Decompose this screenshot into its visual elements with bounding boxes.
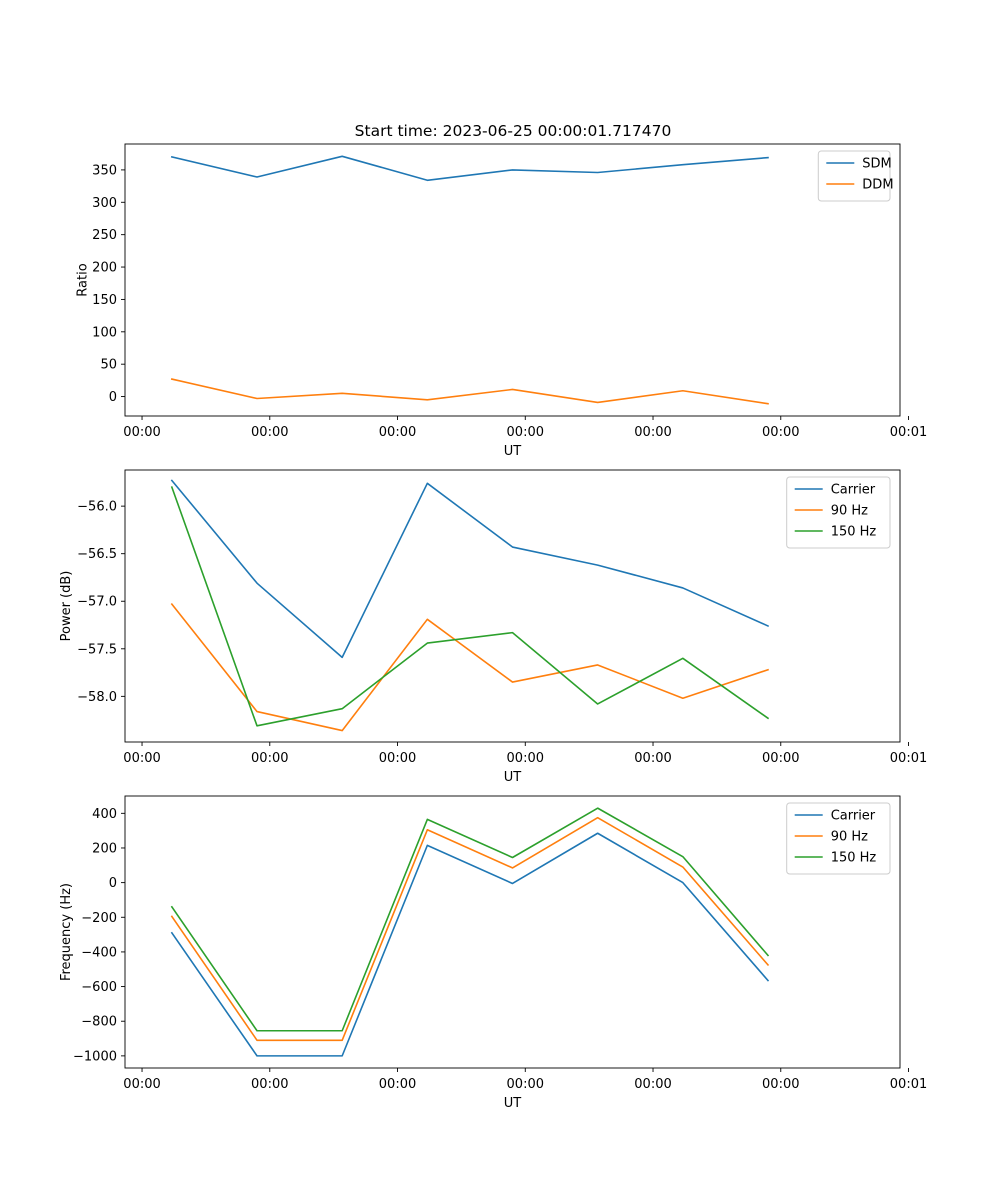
x-axis-label: UT	[504, 1096, 522, 1111]
y-tick-label: −57.0	[77, 595, 117, 610]
y-axis-label: Frequency (Hz)	[59, 883, 74, 981]
y-axis-label: Power (dB)	[59, 571, 74, 642]
series-line-ddm	[170, 378, 769, 405]
x-tick-label: 00:01	[890, 751, 927, 766]
y-axis-label: Ratio	[75, 263, 90, 296]
y-tick-label: −200	[81, 911, 117, 926]
series-line-90-hz	[170, 816, 770, 1042]
legend-label: 90 Hz	[831, 504, 868, 519]
x-tick-label: 00:00	[507, 751, 544, 766]
x-tick-label: 00:00	[634, 425, 671, 440]
y-tick-label: −56.0	[77, 500, 117, 515]
chart-panel-2: 00:00 00:00 00:00 00:00 00:00 00:00 00:01 −58.0…	[59, 469, 927, 785]
x-tick-label: 00:00	[123, 751, 160, 766]
y-tick-label: −800	[81, 1015, 117, 1030]
x-tick-label: 00:00	[251, 1077, 288, 1092]
x-tick-label: 00:00	[507, 1077, 544, 1092]
y-tick-label: −600	[81, 980, 117, 995]
y-tick-label: −1000	[73, 1049, 117, 1064]
x-axis-label: UT	[504, 770, 522, 785]
x-tick-label: 00:00	[762, 425, 799, 440]
legend-label: DDM	[862, 178, 893, 193]
x-tick-label: 00:00	[762, 1077, 799, 1092]
legend-label: 90 Hz	[831, 830, 868, 845]
x-tick-label: 00:00	[251, 751, 288, 766]
axes-frame	[124, 795, 901, 1069]
x-tick-label: 00:00	[507, 425, 544, 440]
axes-frame	[124, 469, 901, 743]
x-tick-label: 00:01	[890, 425, 927, 440]
y-tick-label: −57.5	[77, 642, 117, 657]
series-line-sdm	[170, 155, 769, 182]
series-line-150-hz	[170, 486, 770, 727]
x-tick-label: 00:00	[634, 1077, 671, 1092]
y-tick-label: −58.0	[77, 690, 117, 705]
y-tick-label: 350	[92, 163, 117, 178]
y-tick-label: 50	[100, 358, 117, 373]
y-tick-label: 200	[92, 261, 117, 276]
y-tick-label: −400	[81, 945, 117, 960]
y-tick-label: −56.5	[77, 547, 117, 562]
x-tick-label: 00:00	[762, 751, 799, 766]
x-tick-label: 00:00	[123, 425, 160, 440]
x-tick-label: 00:01	[890, 1077, 927, 1092]
series-line-carrier	[170, 832, 770, 1057]
legend: SDM DDM	[817, 150, 894, 202]
y-tick-label: 250	[92, 228, 117, 243]
y-tick-label: 0	[109, 390, 117, 405]
axes-frame	[124, 143, 901, 417]
x-tick-label: 00:00	[379, 1077, 416, 1092]
legend-label: Carrier	[831, 483, 876, 498]
y-tick-label: 0	[109, 876, 117, 891]
x-tick-label: 00:00	[123, 1077, 160, 1092]
y-tick-label: 150	[92, 293, 117, 308]
legend: Carrier 90 Hz 150 Hz	[786, 802, 891, 875]
legend-label: SDM	[862, 157, 891, 172]
y-tick-label: 200	[92, 841, 117, 856]
chart-panel-3: 00:00 00:00 00:00 00:00 00:00 00:00 00:01 −1000…	[59, 795, 927, 1111]
y-tick-label: 300	[92, 196, 117, 211]
y-tick-label: 100	[92, 325, 117, 340]
x-tick-label: 00:00	[379, 751, 416, 766]
legend-label: 150 Hz	[831, 851, 877, 866]
legend-label: 150 Hz	[831, 525, 877, 540]
figure-title: Start time: 2023-06-25 00:00:01.717470	[355, 122, 672, 140]
x-tick-label: 00:00	[251, 425, 288, 440]
legend-label: Carrier	[831, 809, 876, 824]
x-axis-label: UT	[504, 444, 522, 459]
series-line-150-hz	[170, 807, 770, 1032]
chart-panel-1: 00:00 00:00 00:00 00:00 00:00 00:00 00:01 0 50 10…	[75, 143, 927, 459]
legend: Carrier 90 Hz 150 Hz	[786, 476, 891, 549]
y-tick-label: 400	[92, 807, 117, 822]
x-tick-label: 00:00	[634, 751, 671, 766]
x-tick-label: 00:00	[379, 425, 416, 440]
series-line-90-hz	[170, 602, 770, 732]
series-line-carrier	[170, 479, 770, 659]
